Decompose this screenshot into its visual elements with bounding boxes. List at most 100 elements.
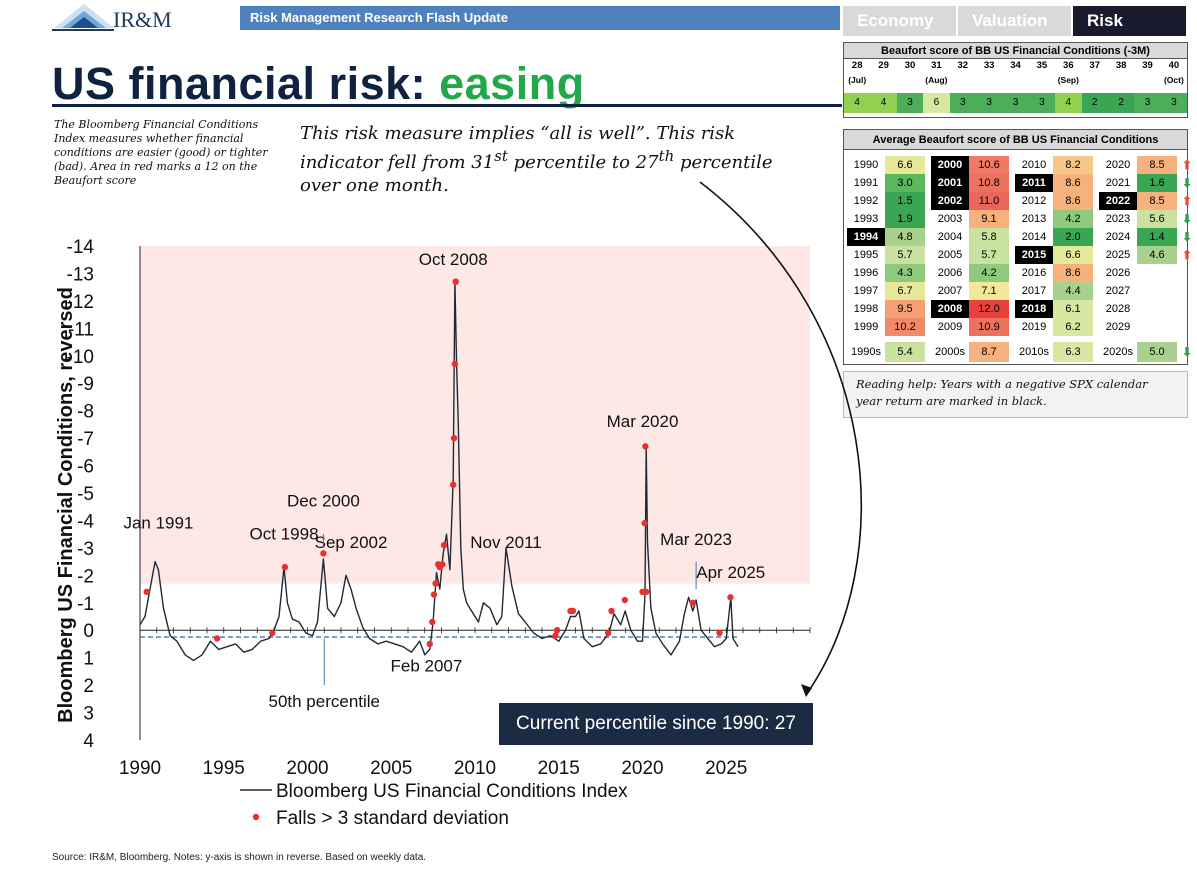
y-tick-label: -8 (77, 402, 94, 423)
callout-end: percentile over one month. (300, 152, 773, 196)
annual-year: 2005 (937, 249, 963, 261)
annual-year: 2026 (1105, 267, 1131, 279)
annual-row: 1993 1.9 2003 9.1 2013 4.2 2023 5.6 ⬇ (847, 210, 1192, 228)
annual-cell: 1994 4.8 (847, 228, 931, 246)
x-tick-label: 1990 (119, 758, 161, 779)
week-score-1: 4 (870, 93, 897, 113)
fall-point (440, 541, 448, 549)
up-arrow-icon: ⬆ (1181, 158, 1193, 172)
annual-score: 5.6 (1137, 210, 1177, 228)
annual-cell: 2023 5.6 ⬇ (1099, 210, 1197, 228)
y-tick-label: -14 (67, 237, 95, 258)
annual-cell: 1995 5.7 (847, 246, 931, 264)
y-tick-label: -3 (77, 539, 94, 560)
x-tick-label: 2005 (370, 758, 412, 779)
annual-cell: 1996 4.3 (847, 264, 931, 282)
x-tick-label: 2015 (538, 758, 580, 779)
tab-valuation[interactable]: Valuation (958, 6, 1071, 36)
tab-risk[interactable]: Risk (1073, 6, 1186, 36)
week-33: 33 (983, 60, 995, 71)
decade-cell: 1990s 5.4 (847, 342, 931, 362)
fall-point (553, 627, 561, 634)
annual-score: 4.2 (1053, 210, 1093, 228)
annual-year: 2018 (1015, 300, 1053, 318)
chart-annotation: Mar 2020 (607, 412, 679, 431)
week-score-6: 3 (1002, 93, 1029, 113)
week-score-3: 6 (923, 93, 950, 113)
decade-cell: 2020s 5.0 ⬇ (1099, 342, 1197, 362)
callout-mid: percentile to 27 (507, 152, 659, 173)
y-tick-label: -13 (67, 264, 94, 285)
y-tick-label: -9 (77, 374, 94, 395)
week-month-8: (Sep) (1057, 75, 1079, 85)
fall-point (432, 580, 439, 587)
y-axis-label: Bloomberg US Financial Conditions, rever… (55, 287, 77, 723)
reading-help: Reading help: Years with a negative SPX … (843, 371, 1188, 418)
decade-score: 6.3 (1053, 342, 1093, 362)
annual-cell: 1993 1.9 (847, 210, 931, 228)
decade-label: 2010s (1019, 346, 1049, 358)
annual-score: 3.0 (885, 174, 925, 192)
annual-cell: 1997 6.7 (847, 282, 931, 300)
annual-year: 2009 (937, 321, 963, 333)
callout-text: This risk measure implies “all is well”.… (300, 123, 736, 173)
beaufort-weekly-weeks: 28 29 30 31 32 33 34 35 36 37 38 39 40 (844, 59, 1187, 73)
week-35: 35 (1036, 60, 1048, 71)
fall-point (143, 588, 150, 595)
beaufort-weekly-months: (Jul) (Aug) (Sep) (Oct) (844, 73, 1187, 87)
annual-score: 8.6 (1053, 192, 1093, 210)
annual-score: 8.6 (1053, 264, 1093, 282)
annual-score: 4.6 (1137, 246, 1177, 264)
week-score-10: 2 (1107, 93, 1135, 113)
annual-score: 4.3 (885, 264, 925, 282)
fall-point (269, 629, 276, 637)
fall-point (450, 481, 457, 488)
annual-row: 1999 10.2 2009 10.9 2019 6.2 2029 (847, 318, 1187, 336)
annual-year: 2022 (1099, 192, 1137, 210)
annual-cell: 2008 12.0 (931, 300, 1015, 318)
week-29: 29 (878, 60, 889, 71)
annual-cell: 2006 4.2 (931, 264, 1015, 282)
fall-point (689, 599, 696, 606)
annual-row: 1991 3.0 2001 10.8 2011 8.6 2021 1.6 ⬇ (847, 174, 1192, 192)
legend-label-falls: Falls > 3 standard deviation (276, 808, 509, 829)
week-month-3: (Aug) (925, 75, 948, 85)
decade-cell: 2010s 6.3 (1015, 342, 1099, 362)
fall-point (604, 629, 612, 637)
fall-point (727, 594, 734, 601)
annual-year: 2010 (1021, 159, 1047, 171)
legend-label-fci: Bloomberg US Financial Conditions Index (276, 781, 628, 802)
tab-economy[interactable]: Economy (843, 6, 956, 36)
annual-cell: 2002 11.0 (931, 192, 1015, 210)
up-arrow-icon: ⬆ (1181, 194, 1193, 208)
irm-logo (52, 4, 114, 31)
annual-cell: 2014 2.0 (1015, 228, 1099, 246)
y-tick-label: -7 (77, 429, 94, 450)
week-36: 36 (1063, 60, 1074, 71)
fall-point (213, 635, 221, 642)
week-month-12: (Oct) (1163, 75, 1184, 85)
annual-year: 1995 (853, 249, 879, 261)
fall-point (552, 632, 559, 639)
annual-year: 1994 (847, 228, 885, 246)
annual-year: 1998 (853, 303, 879, 315)
y-tick-label: 2 (83, 676, 94, 697)
annual-year: 1996 (853, 267, 879, 279)
annual-score: 6.6 (885, 156, 925, 174)
annual-cell: 2024 1.4 ⬇ (1099, 228, 1197, 246)
section-tabs: Economy Valuation Risk (843, 6, 1188, 36)
annual-cell: 2001 10.8 (931, 174, 1015, 192)
annual-year: 2014 (1021, 231, 1047, 243)
annual-year: 2000 (931, 156, 969, 174)
annual-score: 4.8 (885, 228, 925, 246)
chart-annotation: Oct 1998 (250, 525, 319, 544)
annual-score: 8.5 (1137, 192, 1177, 210)
annual-cell: 1999 10.2 (847, 318, 931, 336)
down-arrow-icon: ⬇ (1181, 176, 1193, 190)
annual-score: 6.7 (885, 282, 925, 300)
down-arrow-icon: ⬇ (1181, 230, 1193, 244)
decade-score: 8.7 (969, 342, 1009, 362)
chart-annotation: Nov 2011 (470, 533, 542, 552)
week-month-0: (Jul) (848, 75, 867, 85)
decade-label: 1990s (851, 346, 881, 358)
